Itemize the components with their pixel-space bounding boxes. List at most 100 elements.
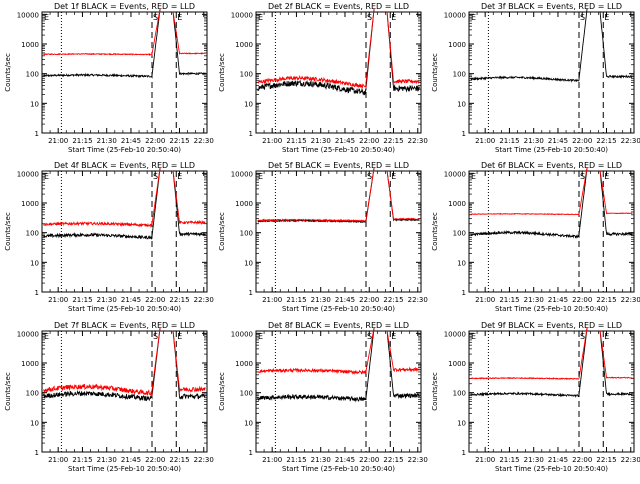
x-tick-label: 21:00 — [262, 137, 282, 145]
x-tick-label: 21:45 — [335, 137, 355, 145]
y-tick-label: 100 — [26, 230, 39, 238]
y-axis-label: Counts/sec — [218, 372, 226, 411]
x-tick-label: 22:30 — [621, 456, 640, 464]
series-line-red — [470, 327, 588, 380]
y-axis-label: Counts/sec — [4, 372, 12, 411]
x-tick-label: 22:30 — [408, 137, 428, 145]
time-flag-label: S — [580, 332, 585, 341]
series-line-black-post — [172, 11, 206, 76]
x-tick-label: 22:15 — [169, 456, 189, 464]
panel-title: Det 6f BLACK = Events, RED = LLD — [481, 161, 622, 170]
time-flag-label: E — [177, 332, 182, 341]
series-line-black-post — [172, 170, 206, 237]
x-tick-label: 22:15 — [596, 456, 616, 464]
y-tick-label: 10000 — [444, 170, 466, 178]
panel-title: Det 5f BLACK = Events, RED = LLD — [268, 161, 409, 170]
y-tick-label: 10000 — [231, 11, 253, 19]
axes-frame — [41, 170, 208, 293]
x-tick-label: 21:00 — [48, 456, 68, 464]
x-tick-label: 22:30 — [408, 456, 428, 464]
time-flag-label: S — [367, 13, 372, 22]
series-line-red — [257, 8, 375, 89]
panel-det-5f: Det 5f BLACK = Events, RED = LLD 1 10 100 10… — [218, 161, 428, 313]
y-tick-label: 100 — [453, 71, 466, 79]
series-line-red-post — [386, 170, 420, 221]
series-line-black-post — [599, 170, 633, 237]
series-line-red — [257, 167, 375, 223]
series-line-red — [43, 327, 161, 397]
y-tick-label: 100 — [453, 390, 466, 398]
y-axis-label: Counts/sec — [431, 53, 439, 92]
y-tick-label: 10 — [30, 100, 39, 108]
y-tick-label: 1000 — [448, 200, 466, 208]
panel-title: Det 4f BLACK = Events, RED = LLD — [54, 161, 195, 170]
series-line-black — [43, 8, 161, 79]
y-tick-label: 1 — [462, 449, 466, 457]
axes-frame — [468, 330, 635, 453]
x-tick-label: 22:15 — [383, 456, 403, 464]
x-tick-label: 21:00 — [475, 137, 495, 145]
x-tick-label: 22:00 — [572, 296, 592, 304]
x-tick-label: 21:15 — [72, 456, 92, 464]
time-flag-label: S — [153, 172, 158, 181]
time-flag-label: S — [153, 332, 158, 341]
y-tick-label: 10000 — [444, 330, 466, 338]
x-tick-label: 22:15 — [383, 296, 403, 304]
panel-title: Det 3f BLACK = Events, RED = LLD — [481, 2, 622, 11]
x-tick-label: 21:45 — [335, 456, 355, 464]
x-tick-label: 22:30 — [194, 137, 214, 145]
y-tick-label: 10000 — [231, 170, 253, 178]
panel-title: Det 1f BLACK = Events, RED = LLD — [54, 2, 195, 11]
y-tick-label: 100 — [453, 230, 466, 238]
x-axis-label: Start Time (25-Feb-10 20:50:40) — [68, 146, 181, 154]
y-tick-label: 10000 — [231, 330, 253, 338]
time-flag-label: E — [44, 332, 49, 341]
x-tick-label: 22:15 — [169, 296, 189, 304]
series-line-red — [470, 167, 588, 216]
y-axis-label: Counts/sec — [431, 212, 439, 251]
y-tick-label: 1 — [249, 130, 253, 138]
y-tick-label: 1000 — [448, 41, 466, 49]
axes-frame — [468, 170, 635, 293]
series-line-black — [43, 167, 161, 240]
y-tick-label: 1000 — [21, 200, 39, 208]
x-tick-label: 21:00 — [475, 456, 495, 464]
series-line-black — [257, 327, 375, 403]
x-tick-label: 22:00 — [145, 137, 165, 145]
series-line-black — [257, 167, 375, 224]
time-flag-label: E — [471, 172, 476, 181]
time-flag-label: S — [367, 172, 372, 181]
series-line-red-post — [172, 11, 206, 55]
time-flag-label: E — [391, 172, 396, 181]
y-axis-label: Counts/sec — [4, 212, 12, 251]
series-line-black-post — [172, 330, 206, 400]
x-tick-label: 21:30 — [311, 137, 331, 145]
y-tick-label: 1000 — [448, 360, 466, 368]
y-tick-label: 1000 — [235, 360, 253, 368]
panel-det-2f: Det 2f BLACK = Events, RED = LLD 1 10 100 10… — [218, 2, 428, 154]
time-flag-label: E — [604, 332, 609, 341]
x-tick-label: 21:15 — [72, 137, 92, 145]
x-tick-label: 22:30 — [621, 296, 640, 304]
panel-det-8f: Det 8f BLACK = Events, RED = LLD 1 10 100 10… — [218, 321, 428, 473]
x-axis-label: Start Time (25-Feb-10 20:50:40) — [282, 146, 395, 154]
x-tick-label: 21:45 — [548, 296, 568, 304]
series-line-red-post — [172, 170, 206, 226]
y-tick-label: 10 — [244, 419, 253, 427]
y-tick-label: 1000 — [235, 200, 253, 208]
x-tick-label: 22:00 — [572, 137, 592, 145]
y-tick-label: 1 — [35, 289, 39, 297]
x-tick-label: 22:30 — [408, 296, 428, 304]
y-tick-label: 10 — [457, 419, 466, 427]
time-flag-label: S — [580, 13, 585, 22]
time-flag-label: E — [391, 332, 396, 341]
x-tick-label: 21:30 — [97, 296, 117, 304]
x-tick-label: 21:45 — [121, 456, 141, 464]
y-tick-label: 1000 — [21, 41, 39, 49]
time-flag-label: E — [177, 13, 182, 22]
x-axis-label: Start Time (25-Feb-10 20:50:40) — [282, 305, 395, 313]
y-tick-label: 1000 — [235, 41, 253, 49]
x-tick-label: 22:30 — [194, 456, 214, 464]
